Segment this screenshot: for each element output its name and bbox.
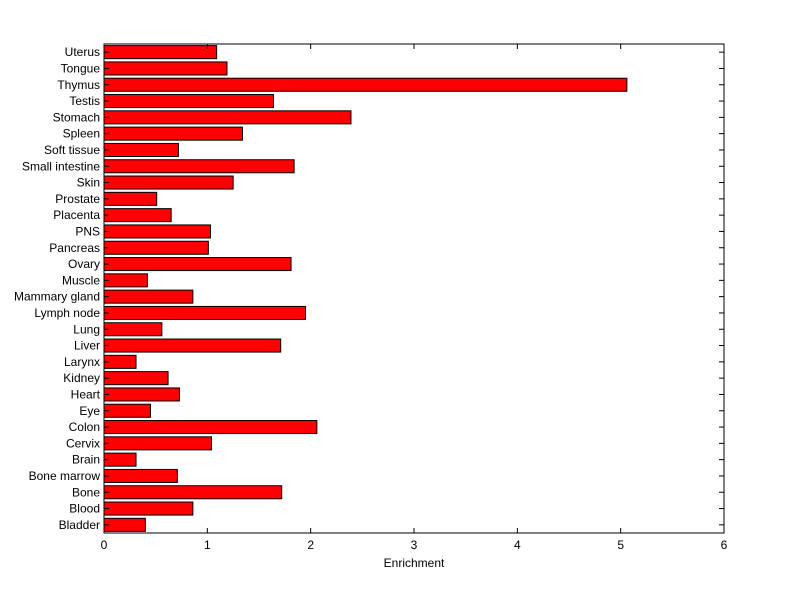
- bar-uterus: [103, 45, 218, 60]
- category-label-muscle: Muscle: [62, 273, 100, 287]
- category-label-lymph-node: Lymph node: [34, 306, 100, 320]
- bar-liver: [103, 338, 282, 353]
- x-tick-label-0: 0: [101, 538, 108, 552]
- bar-soft-tissue: [103, 142, 179, 157]
- bar-pancreas: [103, 240, 209, 255]
- category-label-uterus: Uterus: [65, 45, 100, 59]
- bar-heart: [103, 387, 180, 402]
- bar-eye: [103, 403, 151, 418]
- x-tick-label-2: 2: [307, 538, 314, 552]
- bar-cervix: [103, 436, 212, 451]
- category-label-blood: Blood: [69, 502, 100, 516]
- x-axis-label: Enrichment: [384, 556, 445, 570]
- category-label-spleen: Spleen: [63, 127, 100, 141]
- category-label-tongue: Tongue: [61, 61, 101, 75]
- category-label-bone: Bone: [72, 485, 100, 499]
- bar-ovary: [103, 257, 292, 272]
- bar-pns: [103, 224, 211, 239]
- category-label-soft-tissue: Soft tissue: [44, 143, 100, 157]
- category-label-pns: PNS: [75, 224, 100, 238]
- category-label-small-intestine: Small intestine: [22, 159, 100, 173]
- bar-blood: [103, 501, 194, 516]
- category-label-colon: Colon: [69, 420, 100, 434]
- bar-spleen: [103, 126, 243, 141]
- bars-group: [103, 45, 628, 532]
- bar-muscle: [103, 273, 148, 288]
- category-label-lung: Lung: [73, 322, 100, 336]
- x-tick-label-4: 4: [514, 538, 521, 552]
- category-label-liver: Liver: [74, 339, 100, 353]
- category-label-placenta: Placenta: [53, 208, 100, 222]
- category-label-testis: Testis: [69, 94, 100, 108]
- x-tick-label-5: 5: [617, 538, 624, 552]
- bar-stomach: [103, 110, 352, 125]
- bar-prostate: [103, 191, 158, 206]
- bar-colon: [103, 420, 318, 435]
- category-label-kidney: Kidney: [63, 371, 100, 385]
- category-label-bladder: Bladder: [59, 518, 100, 532]
- category-label-ovary: Ovary: [68, 257, 100, 271]
- category-label-stomach: Stomach: [53, 110, 100, 124]
- category-label-brain: Brain: [72, 453, 100, 467]
- x-tick-label-6: 6: [721, 538, 728, 552]
- category-label-eye: Eye: [79, 404, 100, 418]
- labels-group: Bladder Blood Bone Bone marrow Brain Cervix Co…: [14, 45, 728, 552]
- category-label-larynx: Larynx: [64, 355, 100, 369]
- category-label-prostate: Prostate: [55, 192, 100, 206]
- category-label-cervix: Cervix: [66, 436, 100, 450]
- category-label-heart: Heart: [71, 387, 101, 401]
- bar-placenta: [103, 208, 172, 223]
- ticks-group: [103, 44, 725, 533]
- category-label-pancreas: Pancreas: [49, 241, 100, 255]
- bar-bone-marrow: [103, 468, 178, 483]
- category-label-bone-marrow: Bone marrow: [29, 469, 101, 483]
- bar-mammary-gland: [103, 289, 194, 304]
- bar-testis: [103, 94, 274, 109]
- x-tick-label-3: 3: [411, 538, 418, 552]
- bar-bone: [103, 485, 283, 500]
- category-label-skin: Skin: [77, 176, 100, 190]
- x-tick-label-1: 1: [204, 538, 211, 552]
- bar-tongue: [103, 61, 228, 76]
- bar-thymus: [103, 77, 628, 92]
- bar-lymph-node: [103, 305, 306, 320]
- bar-bladder: [103, 517, 146, 532]
- category-label-thymus: Thymus: [57, 78, 100, 92]
- bar-small-intestine: [103, 159, 295, 174]
- bar-kidney: [103, 371, 169, 386]
- bar-lung: [103, 322, 163, 337]
- bar-skin: [103, 175, 234, 190]
- category-label-mammary-gland: Mammary gland: [14, 290, 100, 304]
